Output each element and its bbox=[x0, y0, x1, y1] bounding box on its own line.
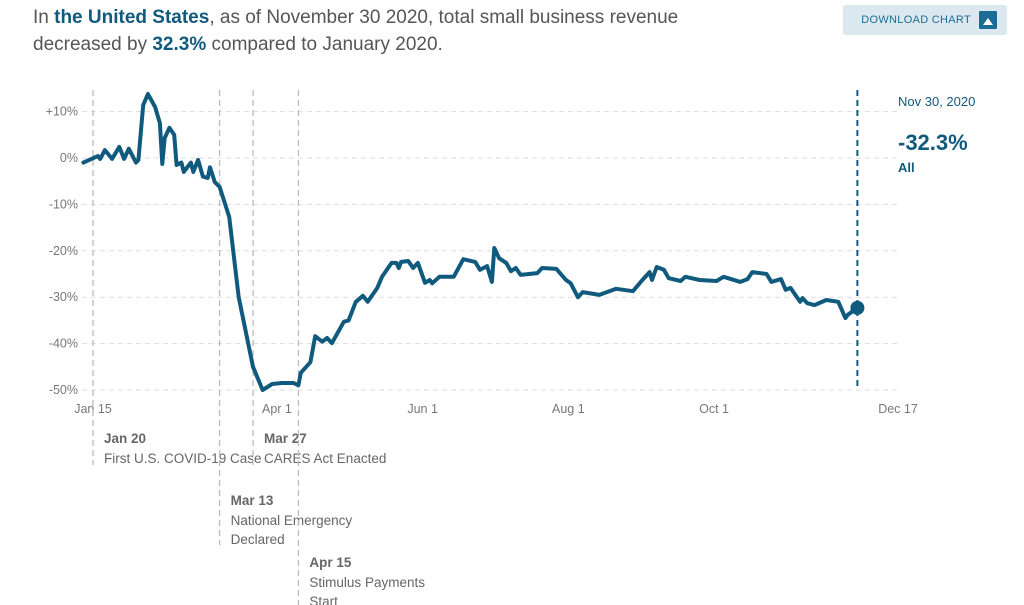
download-chart-label: DOWNLOAD CHART bbox=[861, 14, 971, 26]
y-tick-label: -40% bbox=[49, 337, 78, 351]
headline-suffix: compared to January 2020. bbox=[206, 34, 443, 55]
y-tick-label: +10% bbox=[46, 105, 78, 119]
y-tick-label: -20% bbox=[49, 244, 78, 258]
headline-change: 32.3% bbox=[152, 34, 207, 55]
event-date-label: Mar 13 bbox=[231, 493, 274, 508]
highlight-value-label: -32.3% bbox=[898, 130, 968, 155]
y-tick-label: -30% bbox=[49, 290, 78, 304]
y-tick-label: 0% bbox=[60, 151, 78, 165]
event-description: National Emergency bbox=[231, 513, 353, 528]
event-date-label: Jan 20 bbox=[104, 431, 146, 446]
event-date-label: Mar 27 bbox=[264, 431, 307, 446]
x-tick-label: Oct 1 bbox=[699, 402, 729, 416]
event-description: Stimulus Payments bbox=[309, 575, 425, 590]
headline-region: the United States bbox=[54, 7, 210, 28]
event-description: Start bbox=[309, 594, 338, 605]
event-date-label: Apr 15 bbox=[309, 555, 352, 570]
revenue-series-line bbox=[81, 92, 860, 392]
highlight-point bbox=[850, 300, 865, 315]
event-description: First U.S. COVID-19 Case bbox=[104, 451, 262, 466]
y-tick-label: -10% bbox=[49, 197, 78, 211]
x-tick-label: Apr 1 bbox=[262, 402, 292, 416]
event-description: Declared bbox=[231, 532, 285, 547]
headline-middle: , as of November 30 2020, total small bu… bbox=[33, 7, 679, 55]
x-tick-label: Jan 15 bbox=[74, 402, 112, 416]
image-icon bbox=[979, 11, 997, 29]
chart-headline: In the United States, as of November 30 … bbox=[33, 4, 753, 58]
highlight-series-label: All bbox=[898, 160, 915, 175]
x-tick-label: Aug 1 bbox=[552, 402, 585, 416]
event-description: CARES Act Enacted bbox=[264, 451, 386, 466]
x-tick-label: Jun 1 bbox=[407, 402, 438, 416]
highlight-date-label: Nov 30, 2020 bbox=[898, 94, 975, 109]
y-tick-label: -50% bbox=[49, 383, 78, 397]
download-chart-button[interactable]: DOWNLOAD CHART bbox=[843, 5, 1007, 35]
x-tick-label: Dec 17 bbox=[878, 402, 918, 416]
headline-prefix: In bbox=[33, 7, 55, 28]
